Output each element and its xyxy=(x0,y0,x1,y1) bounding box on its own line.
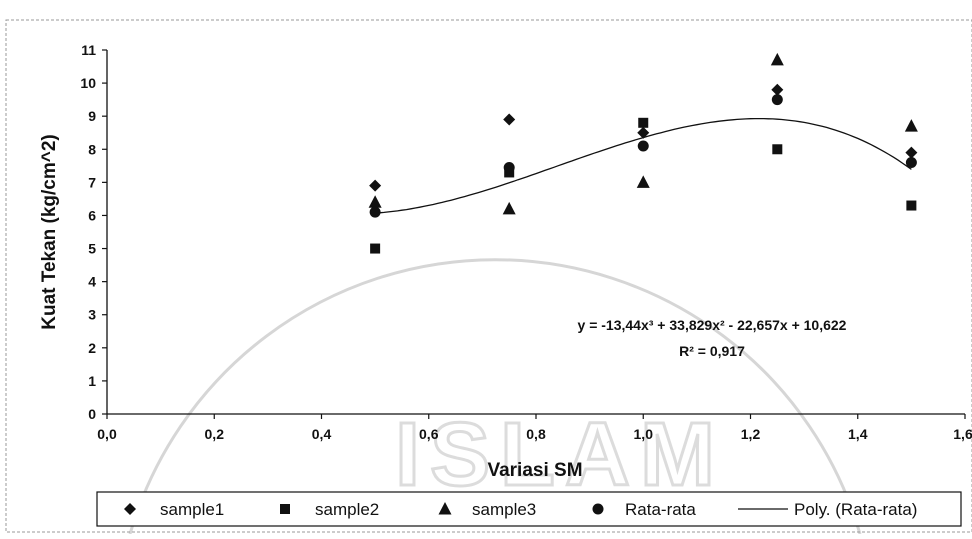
x-tick-label: 1,6 xyxy=(953,426,972,442)
y-tick-label: 11 xyxy=(81,42,96,58)
marker-sample2 xyxy=(772,144,783,155)
x-tick-label: 0,6 xyxy=(419,426,439,442)
x-axis-ticks: 0,0 0,2 0,4 0,6 0,8 1,0 1,2 1,4 1,6 xyxy=(97,414,972,442)
marker-sample3 xyxy=(636,175,650,188)
marker-sample1 xyxy=(637,126,650,139)
marker-rata-rata xyxy=(905,157,917,169)
legend-triangle-icon xyxy=(438,502,452,515)
x-tick-label: 0,2 xyxy=(205,426,225,442)
y-axis-title: Kuat Tekan (kg/cm^2) xyxy=(39,134,60,330)
marker-sample2 xyxy=(638,117,649,128)
legend-label: sample2 xyxy=(315,500,379,519)
marker-rata-rata xyxy=(503,161,515,173)
y-axis-ticks: 0 1 2 3 4 5 6 7 8 9 10 11 xyxy=(80,42,107,422)
r-squared-label: R² = 0,917 xyxy=(679,343,745,359)
x-tick-label: 1,4 xyxy=(848,426,868,442)
y-tick-label: 7 xyxy=(88,174,96,190)
x-tick-label: 0,4 xyxy=(312,426,332,442)
marker-sample1 xyxy=(771,83,784,96)
y-tick-label: 8 xyxy=(88,141,96,157)
x-tick-label: 0,8 xyxy=(526,426,546,442)
legend-box xyxy=(96,491,962,527)
watermark: ISLAM xyxy=(128,258,862,535)
y-tick-label: 0 xyxy=(88,406,96,422)
legend: sample1 sample2 sample3 Rata-rata Poly. (Rat… xyxy=(96,491,962,527)
y-tick-label: 6 xyxy=(88,207,96,223)
marker-sample3 xyxy=(368,195,382,208)
marker-sample3 xyxy=(904,119,918,132)
y-tick-label: 3 xyxy=(88,307,96,323)
y-tick-label: 5 xyxy=(88,241,96,257)
legend-diamond-icon xyxy=(124,503,136,515)
marker-sample3 xyxy=(502,201,516,215)
marker-sample1 xyxy=(369,179,382,192)
x-tick-label: 0,0 xyxy=(97,426,117,442)
data-markers xyxy=(368,52,918,254)
legend-label: Rata-rata xyxy=(625,500,696,519)
marker-sample2 xyxy=(370,243,381,254)
marker-sample1 xyxy=(905,146,918,159)
marker-rata-rata xyxy=(771,94,783,106)
marker-rata-rata xyxy=(637,140,649,152)
marker-rata-rata xyxy=(369,206,381,218)
legend-circle-icon xyxy=(592,503,604,515)
marker-sample2 xyxy=(906,200,917,211)
marker-sample1 xyxy=(503,113,516,126)
y-tick-label: 9 xyxy=(88,108,96,124)
trendline-equation: y = -13,44x³ + 33,829x² - 22,657x + 10,6… xyxy=(578,317,847,333)
y-tick-label: 10 xyxy=(80,75,96,91)
legend-label: Poly. (Rata-rata) xyxy=(794,500,917,519)
x-axis-title: Variasi SM xyxy=(487,460,582,481)
y-tick-label: 2 xyxy=(88,340,96,356)
y-tick-label: 4 xyxy=(88,274,96,290)
chart-border xyxy=(5,19,972,533)
watermark-text: ISLAM xyxy=(395,405,725,505)
marker-sample3 xyxy=(770,52,784,66)
legend-label: sample1 xyxy=(160,500,224,519)
legend-square-icon xyxy=(280,504,290,514)
x-tick-label: 1,2 xyxy=(741,426,761,442)
legend-label: sample3 xyxy=(472,500,536,519)
y-tick-label: 1 xyxy=(88,373,96,389)
x-tick-label: 1,0 xyxy=(634,426,654,442)
